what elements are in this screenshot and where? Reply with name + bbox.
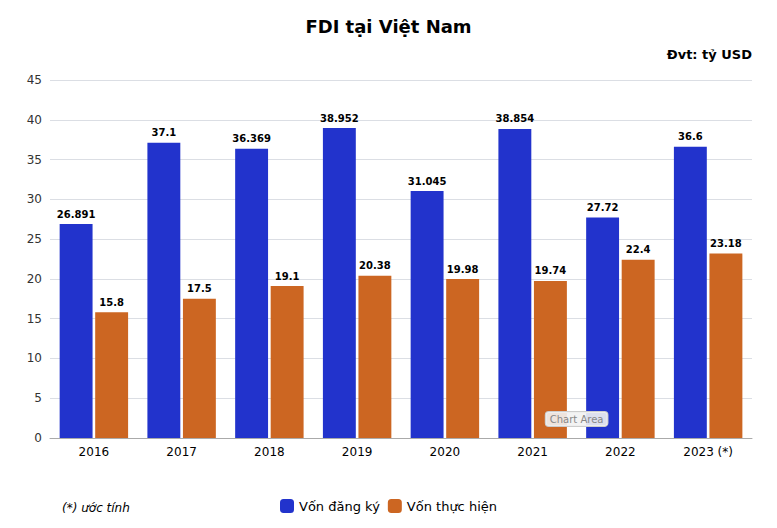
svg-text:25: 25 bbox=[27, 232, 42, 246]
svg-text:17.5: 17.5 bbox=[187, 283, 212, 294]
svg-text:19.74: 19.74 bbox=[535, 265, 567, 276]
svg-text:Vốn đăng ký: Vốn đăng ký bbox=[299, 499, 380, 514]
svg-text:Chart Area: Chart Area bbox=[550, 414, 604, 425]
svg-text:2021: 2021 bbox=[517, 445, 548, 459]
svg-text:30: 30 bbox=[27, 192, 42, 206]
svg-text:19.98: 19.98 bbox=[447, 264, 479, 275]
svg-text:2022: 2022 bbox=[605, 445, 636, 459]
svg-text:20.38: 20.38 bbox=[359, 260, 391, 271]
svg-text:Đvt: tỷ USD: Đvt: tỷ USD bbox=[667, 47, 752, 62]
svg-text:Vốn thực hiện: Vốn thực hiện bbox=[407, 499, 497, 514]
svg-text:19.1: 19.1 bbox=[275, 271, 300, 282]
svg-text:2017: 2017 bbox=[166, 445, 197, 459]
svg-text:40: 40 bbox=[27, 113, 42, 127]
svg-text:5: 5 bbox=[34, 391, 42, 405]
svg-text:38.854: 38.854 bbox=[496, 113, 535, 124]
svg-text:2019: 2019 bbox=[342, 445, 373, 459]
svg-text:23.18: 23.18 bbox=[710, 238, 742, 249]
svg-text:45: 45 bbox=[27, 73, 42, 87]
svg-text:38.952: 38.952 bbox=[320, 113, 359, 124]
svg-text:22.4: 22.4 bbox=[626, 244, 651, 255]
svg-text:(*) ước tính: (*) ước tính bbox=[62, 501, 130, 515]
svg-text:0: 0 bbox=[34, 431, 42, 445]
svg-text:15.8: 15.8 bbox=[99, 297, 124, 308]
svg-text:10: 10 bbox=[27, 351, 42, 365]
svg-text:15: 15 bbox=[27, 312, 42, 326]
svg-text:37.1: 37.1 bbox=[152, 127, 177, 138]
svg-text:2016: 2016 bbox=[79, 445, 110, 459]
svg-text:35: 35 bbox=[27, 153, 42, 167]
svg-text:27.72: 27.72 bbox=[587, 202, 619, 213]
svg-text:36.369: 36.369 bbox=[232, 133, 271, 144]
svg-text:FDI tại Việt Nam: FDI tại Việt Nam bbox=[305, 16, 471, 37]
svg-text:2023 (*): 2023 (*) bbox=[683, 445, 733, 459]
svg-text:2018: 2018 bbox=[254, 445, 285, 459]
svg-text:20: 20 bbox=[27, 272, 42, 286]
svg-text:31.045: 31.045 bbox=[408, 176, 447, 187]
svg-text:36.6: 36.6 bbox=[678, 131, 703, 142]
svg-text:26.891: 26.891 bbox=[57, 209, 96, 220]
svg-text:2020: 2020 bbox=[430, 445, 461, 459]
